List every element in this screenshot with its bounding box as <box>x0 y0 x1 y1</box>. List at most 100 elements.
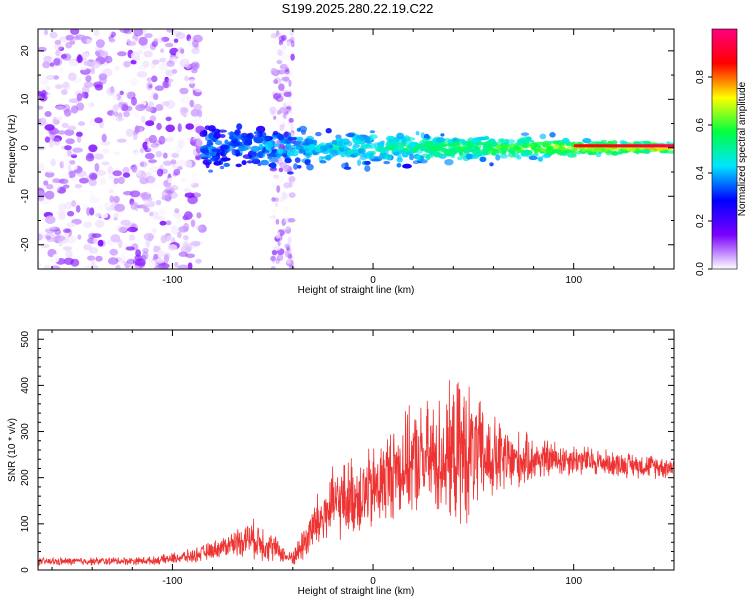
spectrogram-cell <box>149 166 160 173</box>
spectrogram-cell <box>65 249 73 259</box>
spectrogram-cell <box>65 34 75 41</box>
spectrogram-cell <box>284 69 290 75</box>
spectrogram-cell <box>119 90 124 96</box>
spectrogram-cell <box>63 108 72 117</box>
spectrogram-cell <box>45 166 56 174</box>
spectrogram-cell <box>144 33 153 39</box>
spectrogram-cell <box>108 174 115 180</box>
spectrogram-cell <box>325 128 332 134</box>
spectrogram-cell <box>619 144 623 148</box>
spectrogram-cell <box>290 123 294 131</box>
spectrogram-cell <box>88 144 98 153</box>
spectrogram-cell <box>196 212 202 219</box>
spectrogram-cell <box>277 175 285 183</box>
spectrogram-cell <box>88 178 97 187</box>
spectrogram-cell <box>177 139 185 149</box>
spectrogram-cell <box>666 144 669 148</box>
spectrogram-cell <box>155 104 164 111</box>
spectrogram-cell <box>186 34 192 42</box>
spectrogram-cell <box>118 226 127 233</box>
spectrogram-cell <box>40 78 48 84</box>
spectrogram-cell <box>93 237 98 245</box>
spectrogram-cell <box>40 117 47 126</box>
spectrogram-cell <box>148 211 154 217</box>
spectrogram-cell <box>605 144 609 148</box>
spectrogram-cell <box>343 166 352 170</box>
spectrogram-cell <box>187 79 197 84</box>
spectrogram-cell <box>192 148 200 157</box>
spectrogram-cell <box>288 192 296 198</box>
spectrogram-cell <box>287 100 293 106</box>
spectrogram-cell <box>54 229 62 236</box>
spectrogram-cell <box>639 149 648 154</box>
spectrogram-cell <box>66 235 77 244</box>
spectrogram-cell <box>352 139 363 145</box>
spectrogram-cell <box>581 144 585 148</box>
spectrogram-cell <box>161 80 171 89</box>
spectrogram-cell <box>199 131 207 138</box>
spectrogram-cell <box>345 153 353 158</box>
spectrogram-cell <box>452 137 458 143</box>
spectrogram-cell <box>163 80 169 89</box>
spectrogram-cell <box>94 219 105 228</box>
spectrogram-cell <box>224 145 230 150</box>
spectrogram-cell <box>242 154 253 160</box>
spectrogram-cell <box>305 151 311 158</box>
spectrogram-cell <box>68 60 79 67</box>
spectrogram-cell <box>495 145 502 149</box>
spectrogram-cell <box>288 111 293 116</box>
spectrogram-cell <box>57 130 66 135</box>
spectrogram-cell <box>183 187 192 194</box>
spectrogram-cell <box>64 145 72 151</box>
spectrogram-cell <box>517 138 524 143</box>
spectrogram-cell <box>184 75 189 82</box>
spectrogram-cell <box>257 131 263 138</box>
spectrogram-cell <box>279 63 288 70</box>
spectrogram-cell <box>61 158 72 167</box>
spectrogram-cell <box>283 46 287 54</box>
spectrogram-cell <box>190 62 198 68</box>
spectrogram-cell <box>214 157 224 163</box>
spectrogram-cell <box>409 153 414 161</box>
spectrogram-cell <box>345 149 353 155</box>
spectrogram-cell <box>626 147 636 152</box>
spectrogram-cell <box>95 39 105 48</box>
spectrogram-cell <box>148 134 157 144</box>
spectrogram-cell <box>145 120 155 127</box>
spectrogram-cell <box>611 144 615 148</box>
spectrogram-cell <box>308 144 316 151</box>
spectrogram-cell <box>298 125 308 133</box>
snr-y-tick-label: 200 <box>20 469 31 486</box>
spectrogram-cell <box>150 61 156 69</box>
spectrogram-cell <box>117 176 125 185</box>
spectrogram-cell <box>184 192 195 198</box>
spectrogram-cell <box>66 148 72 157</box>
spectrogram-cell <box>45 74 56 81</box>
spectrogram-cell <box>563 149 573 154</box>
spectrogram-cell <box>289 264 295 269</box>
spectrogram-cell <box>158 135 166 145</box>
spectrogram-cell <box>623 144 627 148</box>
spectrogram-cell <box>283 224 291 230</box>
spectrogram-cell <box>102 149 110 154</box>
spectrogram-cell <box>274 178 281 184</box>
spectrogram-cell <box>117 256 128 262</box>
spectrogram-cell <box>290 149 299 157</box>
spectrogram-cell <box>285 143 292 151</box>
spectrogram-cell <box>49 62 55 67</box>
spectrogram-cell <box>138 49 143 55</box>
spectrogram-frame <box>37 28 675 270</box>
spectrogram-cell <box>159 220 167 226</box>
spectrogram-cell <box>193 103 203 111</box>
spectrogram-cell <box>187 262 193 269</box>
spectrogram-cell <box>611 140 618 145</box>
spectrogram-cell <box>131 164 138 173</box>
spectrogram-cell <box>458 150 463 156</box>
spectrogram-cell <box>296 140 305 144</box>
spectrogram-cell <box>53 43 63 50</box>
spectrogram-cell <box>361 142 365 149</box>
spectrogram-cell <box>42 61 51 69</box>
spectrogram-cell <box>127 226 138 233</box>
spectrogram-cell <box>393 151 400 156</box>
